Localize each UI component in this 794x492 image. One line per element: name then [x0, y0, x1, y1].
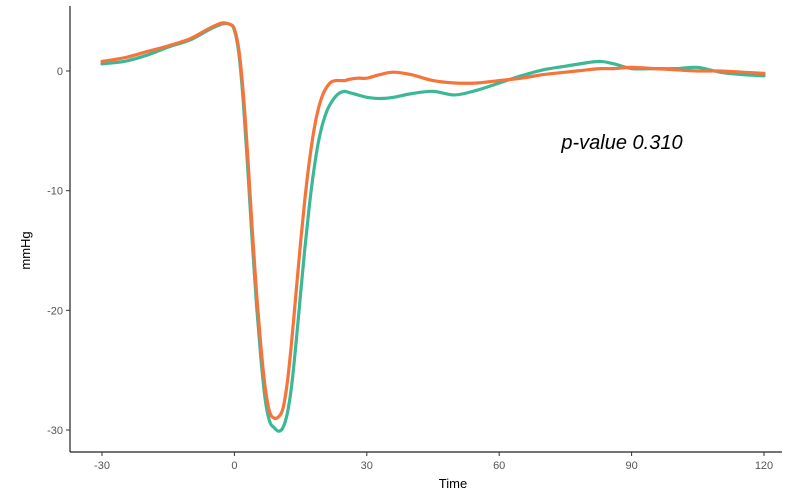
- y-tick-label: 0: [57, 66, 63, 78]
- series-line-1: [100, 21, 766, 433]
- series-line-2: [100, 21, 766, 421]
- p-value-annotation: p-value 0.310: [560, 132, 682, 154]
- plot-area: [100, 21, 766, 433]
- x-tick-label: 60: [493, 460, 505, 472]
- y-tick-label: -20: [47, 305, 63, 317]
- y-axis-title: mmHg: [18, 231, 33, 269]
- x-tick-label: -30: [94, 460, 110, 472]
- x-axis-ticks: -30 0 30 60 90 120: [94, 452, 773, 472]
- x-axis-title: Time: [439, 476, 467, 491]
- y-tick-label: -30: [47, 425, 63, 437]
- x-tick-label: 30: [361, 460, 373, 472]
- x-tick-label: 120: [755, 460, 773, 472]
- x-tick-label: 90: [625, 460, 637, 472]
- y-axis-ticks: 0 -10 -20 -30: [47, 66, 70, 437]
- x-tick-label: 0: [231, 460, 237, 472]
- y-tick-label: -10: [47, 186, 63, 198]
